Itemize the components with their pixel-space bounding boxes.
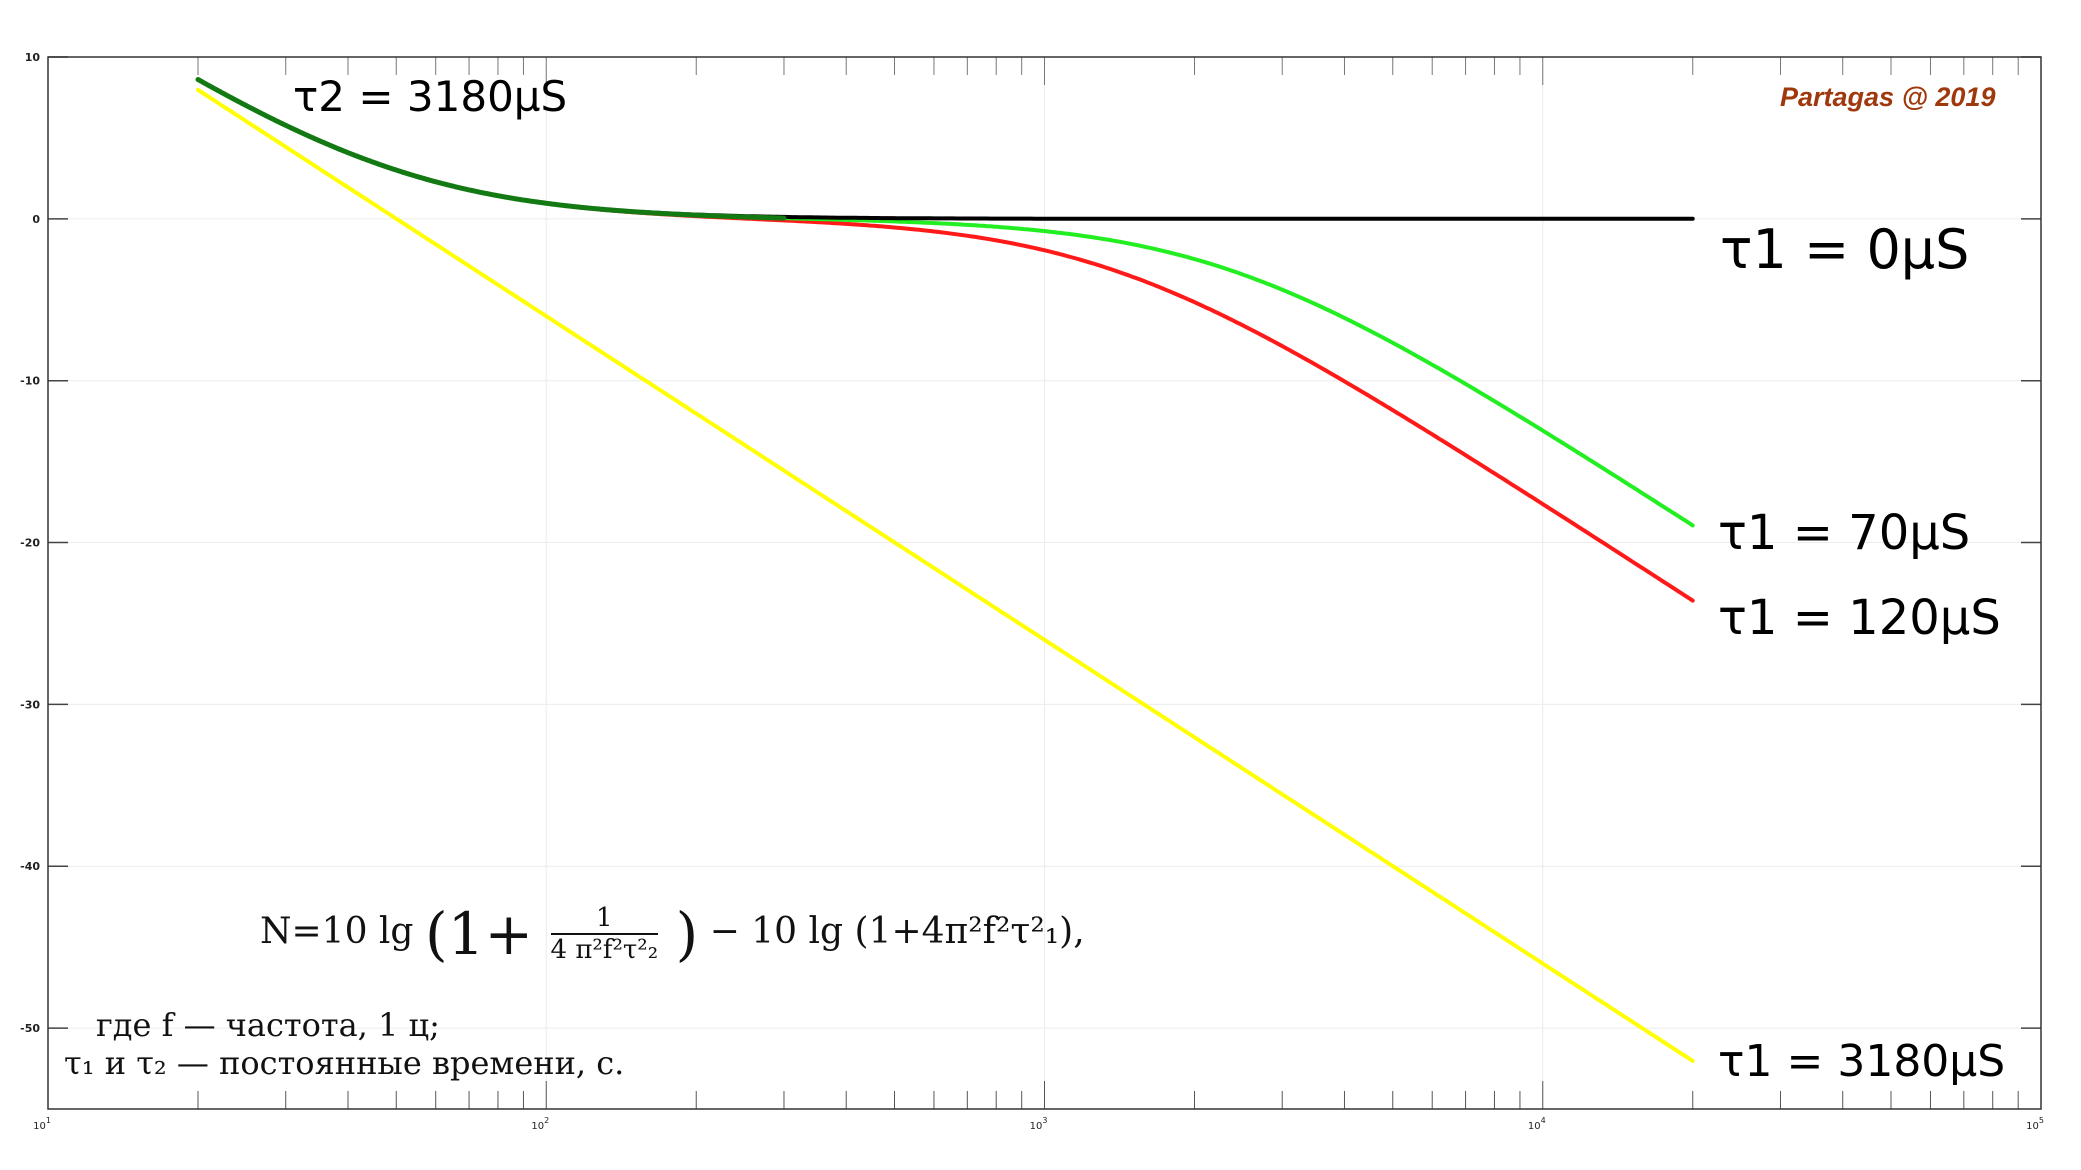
brand-watermark: Partagas @ 2019 [1780, 82, 1996, 112]
formula-denominator: 4 π²f²τ²₂ [550, 935, 659, 965]
formula-close: ) [675, 900, 699, 968]
x-tick-label: 105 [2026, 1116, 2044, 1132]
formula-where-line: где f — частота, 1 ц; [96, 1006, 440, 1044]
formula-numerator: 1 [550, 903, 659, 935]
series-label-tau1-0: τ1 = 0µS [1720, 218, 1970, 281]
tau2-label: τ2 = 3180µS [293, 72, 568, 121]
y-tick-label: -30 [20, 698, 40, 711]
series-overlap-line [195, 77, 787, 221]
formula-open: (1+ [424, 900, 534, 968]
y-tick-label: -10 [20, 375, 40, 388]
series-label-tau1-120: τ1 = 120µS [1718, 590, 2001, 646]
y-tick-label: -20 [20, 537, 40, 550]
formula-tau-line: τ₁ и τ₂ — постоянные времени, с. [64, 1044, 625, 1082]
series-line-tau1-120 [196, 77, 1695, 603]
x-tick-label: 103 [1030, 1116, 1048, 1132]
formula: N=10 lg (1+ 1 4 π²f²τ²₂ ) − 10 lg (1+4π²… [260, 900, 1085, 968]
formula-lhs: N=10 lg [260, 911, 414, 952]
series-label-tau1-70: τ1 = 70µS [1718, 505, 1971, 561]
y-tick-label: -50 [20, 1022, 40, 1035]
y-tick-label: 0 [32, 213, 40, 226]
series-label-tau1-3180: τ1 = 3180µS [1718, 1036, 2006, 1087]
formula-fraction: 1 4 π²f²τ²₂ [550, 903, 659, 965]
x-tick-label: 104 [1528, 1116, 1546, 1132]
x-tick-label: 101 [33, 1116, 51, 1132]
y-tick-label: 10 [25, 51, 41, 64]
x-tick-label: 102 [531, 1116, 549, 1132]
y-tick-label: -40 [20, 860, 40, 873]
series-line-tau1-3180 [196, 87, 1695, 1063]
formula-rest: − 10 lg (1+4π²f²τ²₁), [709, 911, 1085, 952]
plot-frame [47, 56, 2042, 1110]
